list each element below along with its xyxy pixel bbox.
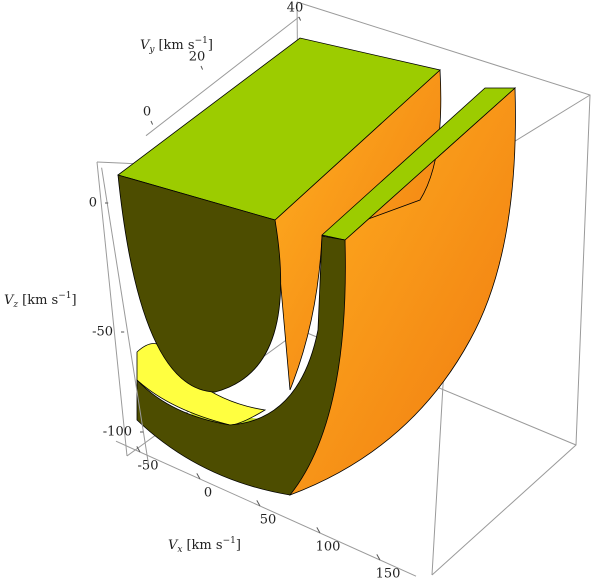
region-surface	[117, 37, 517, 496]
label-close: ]	[236, 538, 241, 553]
cross-section	[117, 174, 281, 393]
label-subscript: y	[148, 45, 155, 55]
y-axis-label: Vy [km s−1]	[140, 36, 213, 55]
x-tick	[196, 473, 201, 480]
axis-edge	[101, 167, 149, 464]
axis-edge	[145, 16, 300, 137]
x-tick-label: 150	[376, 567, 401, 581]
label-close: ]	[72, 293, 77, 308]
z-tick-label: -50	[92, 325, 113, 340]
x-tick	[256, 500, 261, 507]
z-axis-label: Vz [km s−1]	[4, 291, 77, 310]
x-tick	[316, 527, 321, 534]
x-axis-label: Vx [km s−1]	[168, 536, 241, 555]
x-tick-label: 50	[260, 513, 277, 528]
box-edge	[296, 1, 591, 576]
label-unit: [km s	[158, 38, 194, 53]
label-unit: [km s	[186, 538, 222, 553]
label-subscript: z	[12, 300, 18, 310]
y-tick	[298, 16, 302, 21]
x-tick-label: 0	[204, 486, 212, 501]
y-tick	[200, 65, 204, 70]
label-exponent: −1	[58, 291, 71, 301]
box-edge	[96, 161, 128, 457]
y-tick-label: 0	[143, 105, 151, 120]
cross-section-ring	[136, 235, 346, 496]
x-tick-label: 100	[316, 540, 341, 555]
y-tick	[150, 120, 154, 125]
x-tick	[136, 446, 141, 453]
label-symbol: V	[4, 293, 15, 308]
y-tick-label: 40	[287, 1, 304, 16]
label-unit: [km s	[22, 293, 58, 308]
z-tick-label: 0	[89, 196, 97, 211]
label-symbol: V	[140, 38, 151, 53]
x-tick	[376, 554, 381, 561]
label-exponent: −1	[223, 536, 236, 546]
label-exponent: −1	[195, 36, 208, 46]
label-subscript: x	[177, 545, 182, 555]
x-tick-label: -50	[138, 459, 159, 474]
z-tick-label: -100	[103, 425, 132, 440]
label-close: ]	[208, 38, 213, 53]
y-tick-label: 20	[189, 50, 206, 65]
label-symbol: V	[168, 538, 179, 553]
axis-edge	[115, 440, 417, 577]
